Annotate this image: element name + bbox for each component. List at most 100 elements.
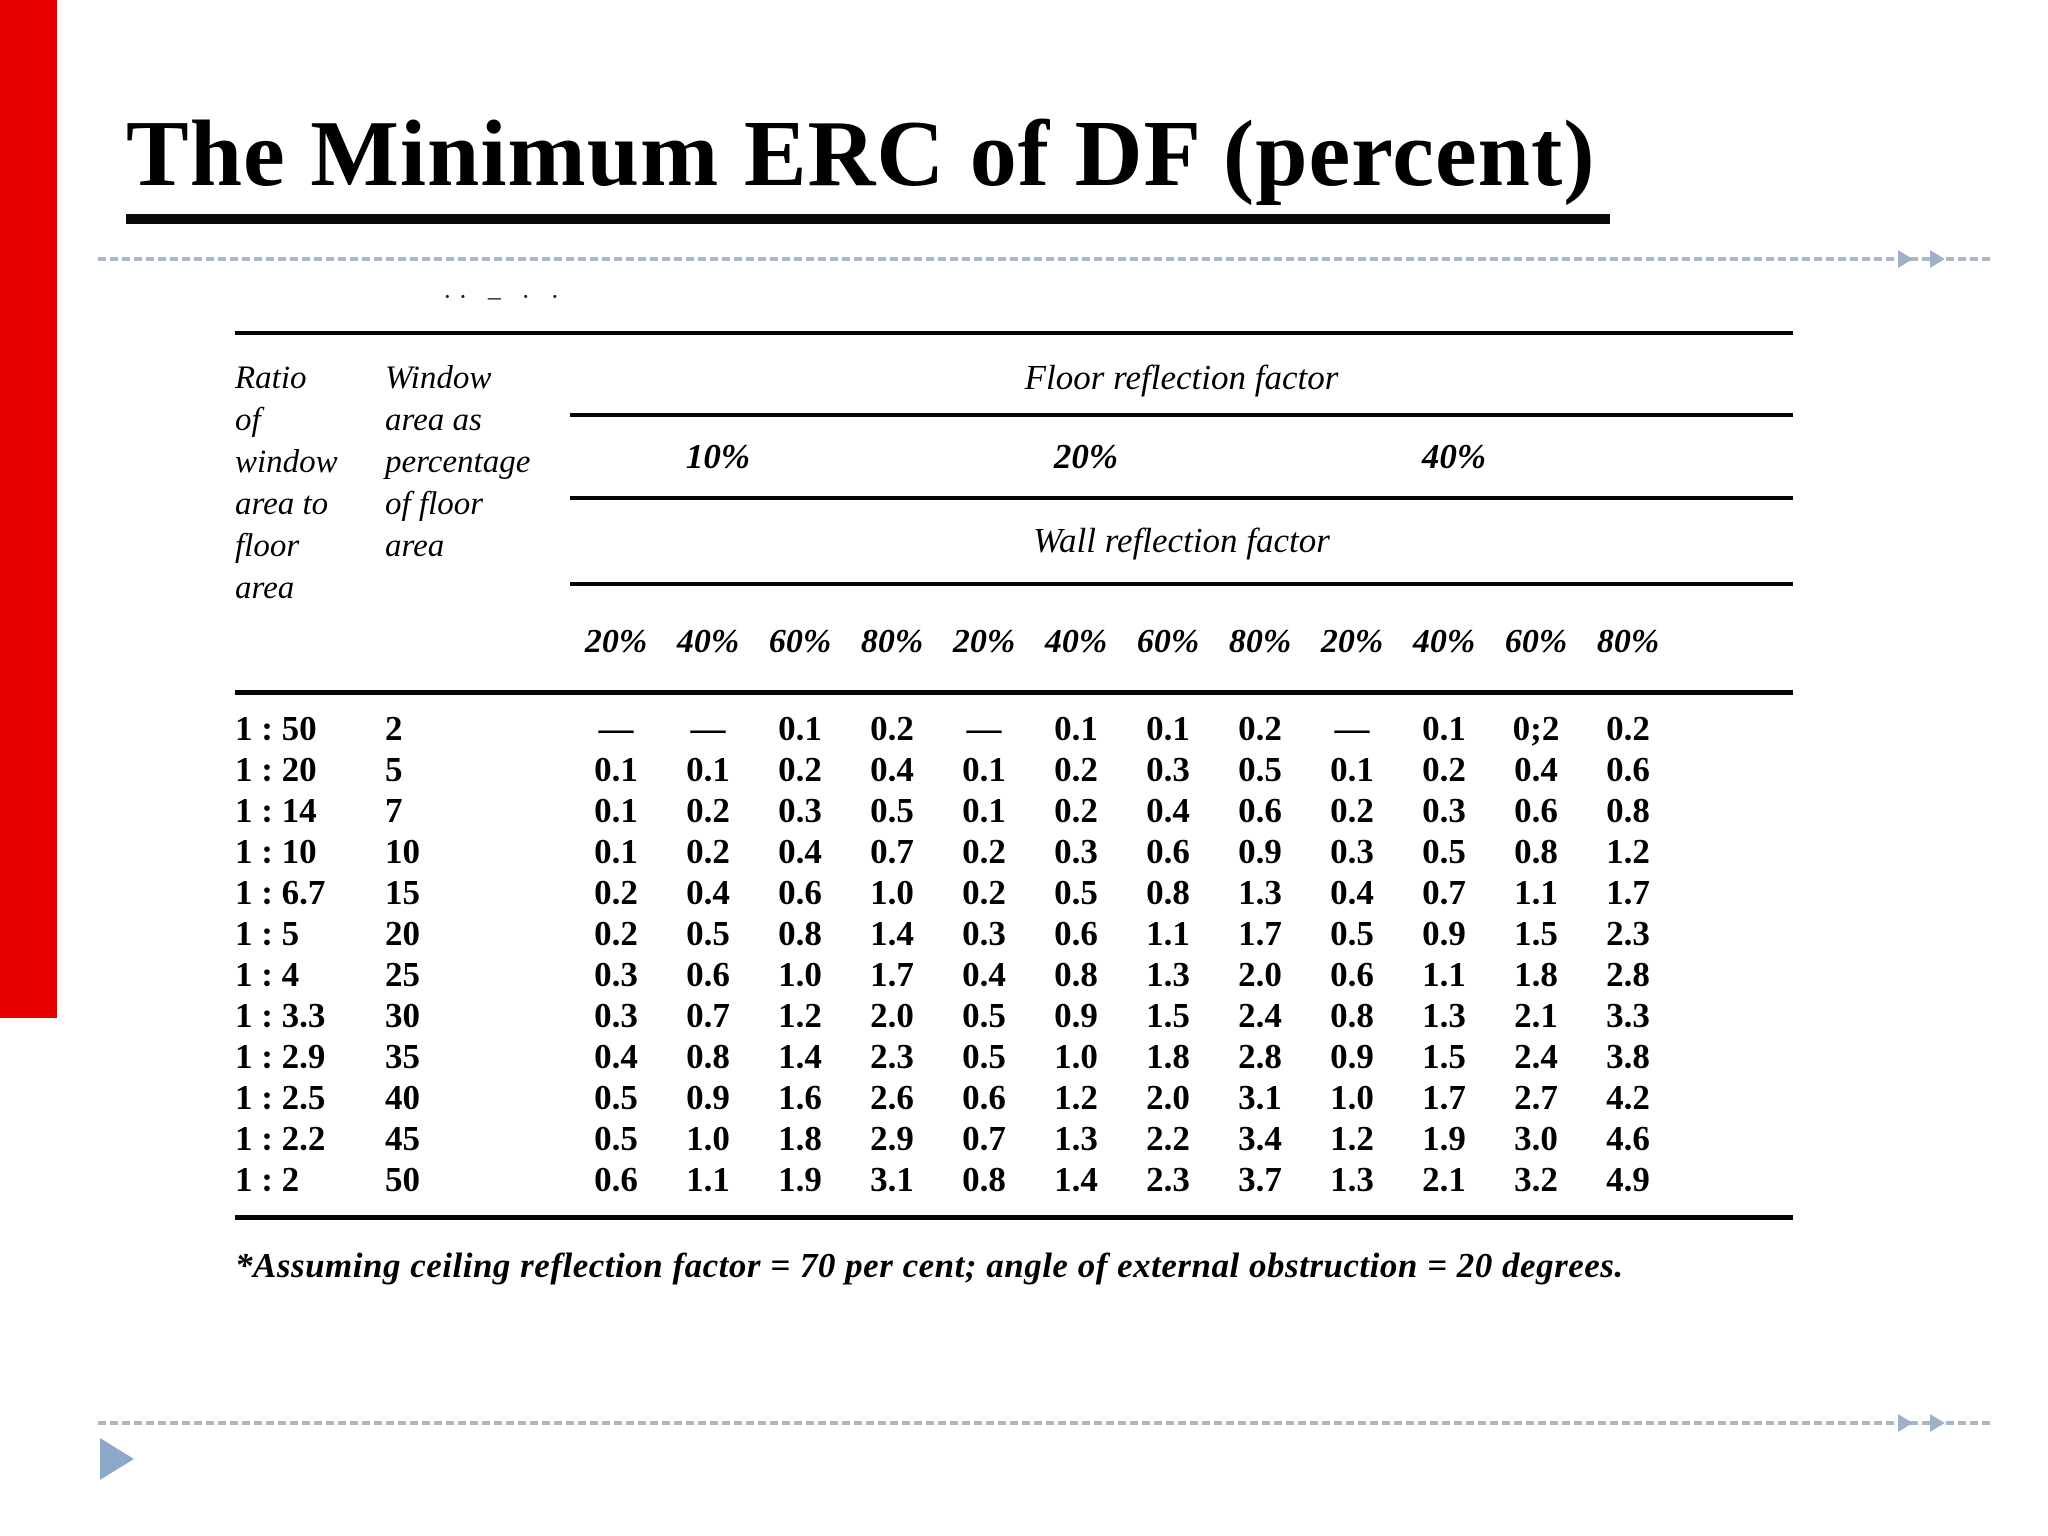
top-divider-end-triangle-icon <box>1930 250 1945 268</box>
df-value-cell: 1.5 <box>1514 914 1558 953</box>
df-value-cell: 0.1 <box>778 709 822 748</box>
table-row: 1 : 4 25 0.3 0.6 1.0 1.7 0.4 0.8 1.3 2.0 0.6 1.1 1.8… <box>235 954 1793 995</box>
table-row: 1 : 5 20 0.2 0.5 0.8 1.4 0.3 0.6 1.1 1.7 0.5 0.9 1.5… <box>235 913 1793 954</box>
df-value-cell: 2.0 <box>1146 1078 1190 1117</box>
header-factors: Floor reflection factor 10% 20% 40% Wall r… <box>570 335 1793 690</box>
df-value-cell: 1.7 <box>1606 873 1650 912</box>
df-value-cell: 0.2 <box>962 873 1006 912</box>
df-value-cell: 1.2 <box>1606 832 1650 871</box>
df-value-cell: 0.2 <box>870 709 914 748</box>
df-value-cell: 0.6 <box>1054 914 1098 953</box>
df-value-cell: 1.1 <box>1146 914 1190 953</box>
df-value-cell: 1.5 <box>1422 1037 1466 1076</box>
df-value-cell: 0.6 <box>1146 832 1190 871</box>
header-window-line: percentage <box>385 444 531 480</box>
window-pct-cell: 35 <box>385 1037 420 1076</box>
wall-factor-col-label: 60% <box>768 623 832 660</box>
wall-factor-col-label: 40% <box>1412 623 1476 660</box>
wall-factor-col-label: 60% <box>1136 623 1200 660</box>
table-row: 1 : 10 10 0.1 0.2 0.4 0.7 0.2 0.3 0.6 0.9 0.3 0.5 0.… <box>235 831 1793 872</box>
table-header: Ratio of window area to floor area Window area… <box>235 335 1793 690</box>
df-value-cell: 0.5 <box>962 996 1006 1035</box>
df-value-cell: 0.2 <box>686 832 730 871</box>
df-value-cell: 0.5 <box>962 1037 1006 1076</box>
df-value-cell: 3.1 <box>1238 1078 1282 1117</box>
df-value-cell: 0.6 <box>1606 750 1650 789</box>
wall-factor-col-label: 80% <box>860 623 924 660</box>
table-footnote: *Assuming ceiling reflection factor = 70… <box>235 1246 1624 1285</box>
slide-bullet-triangle-icon <box>100 1438 134 1480</box>
df-value-cell: 1.3 <box>1238 873 1282 912</box>
df-value-cell: 0.4 <box>962 955 1006 994</box>
header-ratio-line: area <box>235 570 295 606</box>
df-value-cell: 0.5 <box>686 914 730 953</box>
df-value-cell: 4.6 <box>1606 1119 1650 1158</box>
wall-factor-col-label: 20% <box>952 623 1016 660</box>
df-value-cell: 0.8 <box>1514 832 1558 871</box>
wall-factor-col-label: 20% <box>584 623 648 660</box>
table-rule <box>570 582 1793 586</box>
df-value-cell: 0.2 <box>1330 791 1374 830</box>
window-pct-cell: 5 <box>385 750 403 789</box>
df-value-cell: 0.2 <box>686 791 730 830</box>
df-value-cell: 2.1 <box>1422 1160 1466 1199</box>
df-value-cell: 0.6 <box>778 873 822 912</box>
df-value-cell: 0.1 <box>686 750 730 789</box>
df-value-cell: 0.3 <box>778 791 822 830</box>
df-value-cell: 0.8 <box>686 1037 730 1076</box>
df-value-cell: 0.4 <box>1514 750 1558 789</box>
df-value-cell: 0.8 <box>778 914 822 953</box>
table-header-rule <box>235 690 1793 695</box>
header-ratio-line: floor <box>235 528 300 564</box>
df-value-cell: 0.6 <box>594 1160 638 1199</box>
df-value-cell: 1.5 <box>1146 996 1190 1035</box>
df-value-cell: 0.2 <box>1238 709 1282 748</box>
df-value-cell: 2.0 <box>870 996 914 1035</box>
df-value-cell: 3.8 <box>1606 1037 1650 1076</box>
df-value-cell: 0.2 <box>962 832 1006 871</box>
df-value-cell: 0.3 <box>1330 832 1374 871</box>
df-value-cell: 0.1 <box>1330 750 1374 789</box>
df-value-cell: 1.1 <box>1514 873 1558 912</box>
window-pct-cell: 40 <box>385 1078 420 1117</box>
header-window-line: area as <box>385 402 482 438</box>
df-value-cell: 2.4 <box>1238 996 1282 1035</box>
df-value-cell: — <box>966 709 1002 748</box>
df-value-cell: 1.1 <box>686 1160 730 1199</box>
df-value-cell: 0.2 <box>1606 709 1650 748</box>
table-row: 1 : 3.3 30 0.3 0.7 1.2 2.0 0.5 0.9 1.5 2.4 0.8 1.3 2… <box>235 995 1793 1036</box>
df-value-cell: 0.9 <box>1238 832 1282 871</box>
df-value-cell: 0.3 <box>1422 791 1466 830</box>
df-value-cell: 1.2 <box>1330 1119 1374 1158</box>
table-row: 1 : 20 5 0.1 0.1 0.2 0.4 0.1 0.2 0.3 0.5 0.1 0.2 0.4… <box>235 749 1793 790</box>
df-value-cell: 0.9 <box>686 1078 730 1117</box>
df-value-cell: 2.4 <box>1514 1037 1558 1076</box>
header-window-line: of floor <box>385 486 484 522</box>
df-value-cell: 1.9 <box>1422 1119 1466 1158</box>
df-value-cell: 1.0 <box>686 1119 730 1158</box>
df-value-cell: 0.8 <box>1054 955 1098 994</box>
window-pct-cell: 20 <box>385 914 420 953</box>
table-row: 1 : 2.5 40 0.5 0.9 1.6 2.6 0.6 1.2 2.0 3.1 1.0 1.7 2… <box>235 1077 1793 1118</box>
df-value-cell: 0.3 <box>1146 750 1190 789</box>
df-value-cell: 1.1 <box>1422 955 1466 994</box>
df-value-cell: 0.1 <box>962 750 1006 789</box>
table-rule <box>570 413 1793 417</box>
df-value-cell: 3.1 <box>870 1160 914 1199</box>
df-value-cell: 0.8 <box>1146 873 1190 912</box>
table-rule <box>570 496 1793 500</box>
ratio-cell: 1 : 5 <box>235 914 300 953</box>
df-value-cell: 0.5 <box>1054 873 1098 912</box>
df-value-cell: 1.7 <box>1422 1078 1466 1117</box>
df-value-cell: 0.2 <box>594 914 638 953</box>
df-value-cell: 2.0 <box>1238 955 1282 994</box>
df-value-cell: 0.1 <box>1422 709 1466 748</box>
table-row: 1 : 2.9 35 0.4 0.8 1.4 2.3 0.5 1.0 1.8 2.8 0.9 1.5 2… <box>235 1036 1793 1077</box>
df-value-cell: 0.4 <box>594 1037 638 1076</box>
bottom-divider-end-triangle-icon <box>1930 1414 1945 1432</box>
header-ratio-line: window <box>235 444 338 480</box>
df-value-cell: 0.8 <box>1606 791 1650 830</box>
df-value-cell: 0.3 <box>962 914 1006 953</box>
df-value-cell: 0.5 <box>594 1119 638 1158</box>
df-value-cell: 2.8 <box>1606 955 1650 994</box>
